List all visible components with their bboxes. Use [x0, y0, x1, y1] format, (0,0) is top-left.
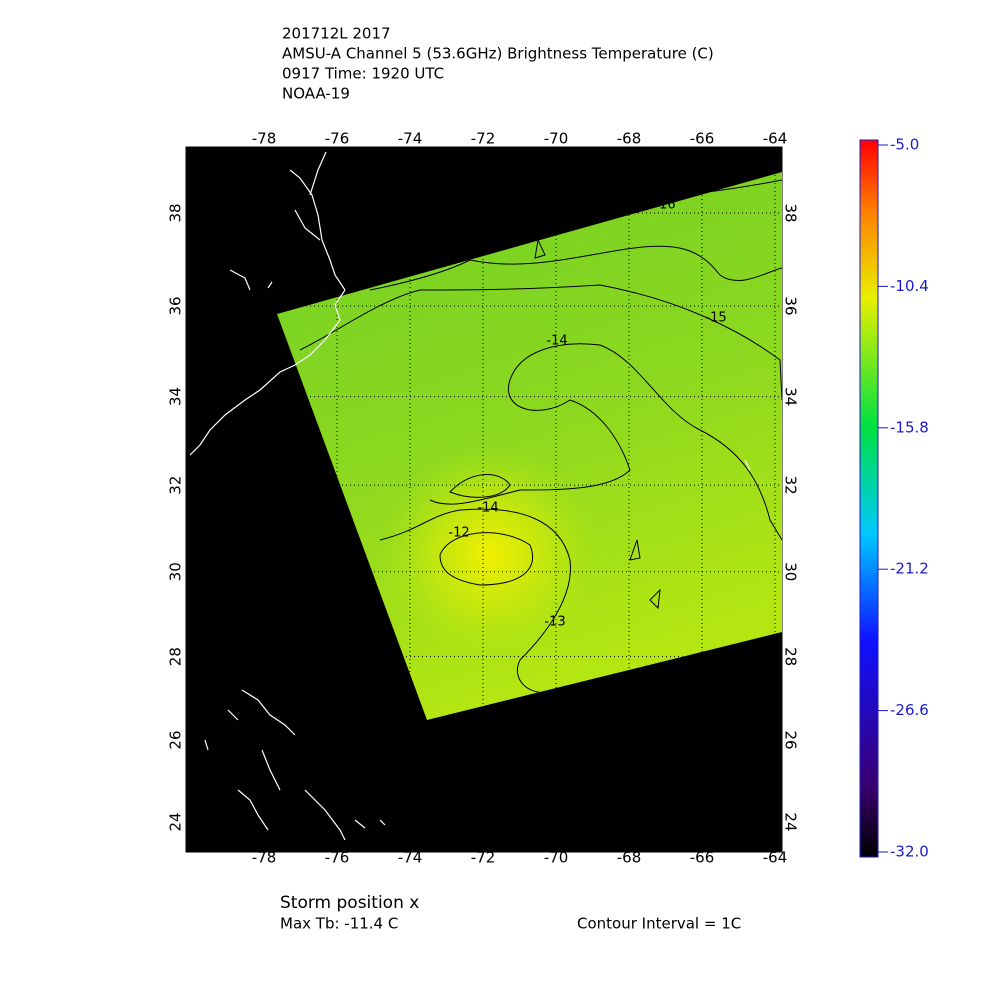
lat-label-left: 38: [167, 203, 185, 222]
contour-label: -15: [705, 311, 726, 326]
warm-core: [380, 445, 600, 665]
coast: [229, 269, 273, 291]
coast: [289, 151, 346, 291]
lon-label-bottom: -78: [252, 849, 277, 867]
coast: [189, 289, 346, 456]
title-line: 0917 Time: 1920 UTC: [282, 65, 444, 83]
lat-label-right: 36: [782, 296, 800, 315]
contour: [449, 474, 511, 498]
contour-interval: Contour Interval = 1C: [577, 915, 741, 933]
max-tb: Max Tb: -11.4 C: [280, 915, 398, 933]
lon-label-top: -76: [325, 130, 350, 148]
colorbar-label: -21.2: [890, 560, 929, 578]
lat-label-left: 28: [167, 647, 185, 666]
colorbar-label: -32.0: [890, 843, 929, 861]
lon-label-bottom: -74: [398, 849, 423, 867]
lat-label-left: 36: [167, 296, 185, 315]
lat-label-left: 34: [167, 387, 185, 406]
title-line: NOAA-19: [282, 85, 350, 103]
storm-position: Storm position x: [280, 893, 419, 913]
colorbar-label: -5.0: [890, 136, 919, 154]
coastline: [189, 151, 751, 841]
contour: [299, 284, 782, 401]
lat-label-right: 34: [782, 387, 800, 406]
contour: [509, 343, 782, 541]
contour-label: -14: [477, 501, 498, 516]
lon-label-top: -78: [252, 130, 277, 148]
lon-label-top: -70: [544, 130, 569, 148]
lon-label-bottom: -72: [471, 849, 496, 867]
contour: [439, 532, 533, 586]
contour: [534, 238, 661, 610]
contour-label: -14: [546, 334, 567, 349]
lon-label-bottom: -64: [763, 849, 788, 867]
lat-label-right: 32: [782, 476, 800, 495]
contour: [369, 245, 782, 291]
lat-label-right: 26: [782, 730, 800, 749]
lon-label-top: -74: [398, 130, 423, 148]
contour: [429, 379, 631, 505]
lon-label-bottom: -68: [617, 849, 642, 867]
lat-label-left: 30: [167, 562, 185, 581]
colorbar-label: -26.6: [890, 701, 929, 719]
title-line: AMSU-A Channel 5 (53.6GHz) Brightness Te…: [282, 45, 714, 63]
lat-label-right: 28: [782, 647, 800, 666]
title-line: 201712L 2017: [282, 25, 391, 43]
lat-label-right: 30: [782, 562, 800, 581]
lon-label-top: -72: [471, 130, 496, 148]
contour-label: -12: [448, 526, 469, 541]
lat-label-left: 24: [167, 812, 185, 831]
lon-label-top: -64: [763, 130, 788, 148]
contour-label: -16: [654, 198, 675, 213]
coast: [204, 689, 386, 841]
colorbar: [859, 139, 879, 858]
lat-label-left: 26: [167, 730, 185, 749]
lat-label-left: 32: [167, 476, 185, 495]
contour: [379, 508, 571, 694]
footer: Storm position x Max Tb: -11.4 C Contour…: [280, 893, 741, 933]
coast: [744, 459, 751, 471]
colorbar-label: -15.8: [890, 418, 929, 436]
lat-label-right: 24: [782, 812, 800, 831]
lon-label-bottom: -76: [325, 849, 350, 867]
contour-label: -13: [544, 615, 565, 630]
contours: [299, 179, 782, 694]
lat-label-right: 38: [782, 203, 800, 222]
title: 201712L 2017 AMSU-A Channel 5 (53.6GHz) …: [282, 25, 714, 103]
lon-label-bottom: -70: [544, 849, 569, 867]
colorbar-label: -10.4: [890, 277, 929, 295]
lon-label-top: -66: [690, 130, 715, 148]
lon-label-top: -68: [617, 130, 642, 148]
lon-label-bottom: -66: [690, 849, 715, 867]
